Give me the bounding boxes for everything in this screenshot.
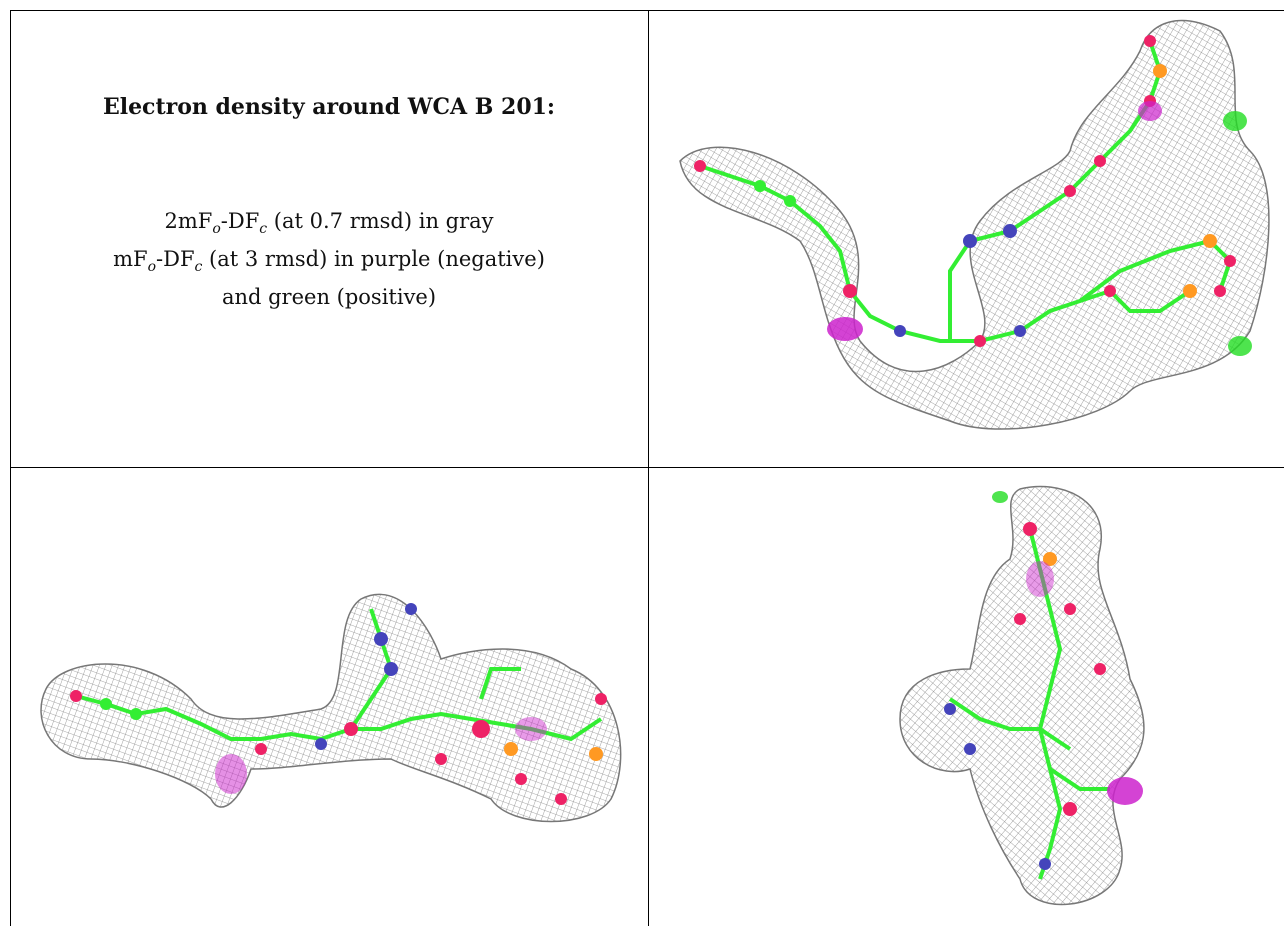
difference-density (992, 491, 1143, 805)
table-top-border (10, 10, 1284, 11)
difference-density (215, 717, 547, 794)
figure-table: Electron density around WCA B 201: 2mFo-… (10, 10, 1284, 926)
caption-line-2: mFo-DFc (at 3 rmsd) in purple (negative) (113, 247, 545, 276)
density-mesh (40, 593, 622, 823)
density-mesh (899, 485, 1145, 906)
table-middle-divider (648, 10, 649, 926)
caption-description: 2mFo-DFc (at 0.7 rmsd) in gray mFo-DFc (… (10, 206, 648, 312)
density-view-bottom-left (40, 593, 622, 823)
density-view-bottom-right (899, 485, 1145, 906)
table-row-divider (10, 467, 1284, 468)
atoms (70, 603, 607, 805)
bonds (948, 528, 1110, 880)
caption-line-1: 2mFo-DFc (at 0.7 rmsd) in gray (164, 209, 494, 238)
caption-title: Electron density around WCA B 201: (102, 94, 556, 120)
density-mesh (679, 19, 1270, 430)
density-view-top-right (679, 19, 1270, 430)
atoms (944, 522, 1106, 870)
difference-density (827, 101, 1252, 356)
table-left-border (10, 10, 11, 926)
caption-line-3: and green (positive) (221, 285, 437, 310)
